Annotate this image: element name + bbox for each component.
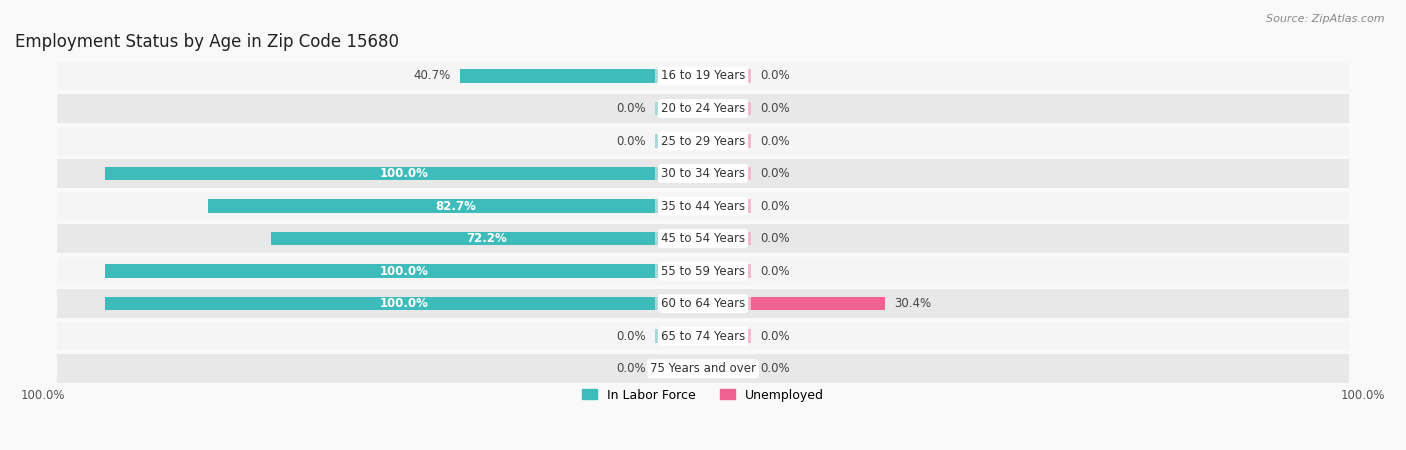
Bar xyxy=(655,102,703,115)
Bar xyxy=(655,264,703,278)
Bar xyxy=(271,232,703,245)
Text: 20 to 24 Years: 20 to 24 Years xyxy=(661,102,745,115)
Text: 100.0%: 100.0% xyxy=(380,265,429,278)
Text: 75 Years and over: 75 Years and over xyxy=(650,362,756,375)
Bar xyxy=(703,264,751,278)
Text: 35 to 44 Years: 35 to 44 Years xyxy=(661,199,745,212)
Bar xyxy=(655,362,703,375)
Text: 40.7%: 40.7% xyxy=(413,69,450,82)
Text: 0.0%: 0.0% xyxy=(617,102,647,115)
Bar xyxy=(655,232,703,245)
Bar xyxy=(460,69,703,83)
Bar xyxy=(56,354,1350,383)
Text: 100.0%: 100.0% xyxy=(21,389,66,402)
Bar xyxy=(655,329,703,343)
Bar xyxy=(703,232,751,245)
Bar xyxy=(56,289,1350,318)
Text: 0.0%: 0.0% xyxy=(759,265,789,278)
Text: 0.0%: 0.0% xyxy=(759,330,789,342)
Text: 100.0%: 100.0% xyxy=(380,167,429,180)
Bar xyxy=(703,297,884,310)
Bar xyxy=(56,257,1350,285)
Bar xyxy=(703,362,751,375)
Bar xyxy=(56,159,1350,188)
Bar xyxy=(655,166,703,180)
Bar xyxy=(703,329,751,343)
Bar xyxy=(703,166,751,180)
Bar xyxy=(56,224,1350,253)
Text: 30 to 34 Years: 30 to 34 Years xyxy=(661,167,745,180)
Text: 0.0%: 0.0% xyxy=(759,199,789,212)
Text: 60 to 64 Years: 60 to 64 Years xyxy=(661,297,745,310)
Text: 25 to 29 Years: 25 to 29 Years xyxy=(661,135,745,148)
Bar xyxy=(703,297,751,310)
Bar xyxy=(703,102,751,115)
Bar xyxy=(703,134,751,148)
Text: 100.0%: 100.0% xyxy=(1340,389,1385,402)
Text: 0.0%: 0.0% xyxy=(617,135,647,148)
Bar xyxy=(655,69,703,83)
Bar xyxy=(56,94,1350,123)
Text: 0.0%: 0.0% xyxy=(759,362,789,375)
Legend: In Labor Force, Unemployed: In Labor Force, Unemployed xyxy=(576,383,830,406)
Text: 82.7%: 82.7% xyxy=(436,199,477,212)
Bar xyxy=(655,199,703,213)
Text: Employment Status by Age in Zip Code 15680: Employment Status by Age in Zip Code 156… xyxy=(15,33,399,51)
Text: 55 to 59 Years: 55 to 59 Years xyxy=(661,265,745,278)
Text: 100.0%: 100.0% xyxy=(380,297,429,310)
Text: 0.0%: 0.0% xyxy=(617,330,647,342)
Text: Source: ZipAtlas.com: Source: ZipAtlas.com xyxy=(1267,14,1385,23)
Bar xyxy=(56,322,1350,351)
Bar xyxy=(703,199,751,213)
Text: 45 to 54 Years: 45 to 54 Years xyxy=(661,232,745,245)
Text: 0.0%: 0.0% xyxy=(759,135,789,148)
Text: 16 to 19 Years: 16 to 19 Years xyxy=(661,69,745,82)
Text: 0.0%: 0.0% xyxy=(759,102,789,115)
Text: 0.0%: 0.0% xyxy=(759,232,789,245)
Bar xyxy=(56,127,1350,155)
Bar xyxy=(703,69,751,83)
Text: 72.2%: 72.2% xyxy=(467,232,508,245)
Bar xyxy=(655,297,703,310)
Bar xyxy=(655,134,703,148)
Bar xyxy=(56,62,1350,90)
Text: 65 to 74 Years: 65 to 74 Years xyxy=(661,330,745,342)
Bar xyxy=(208,199,703,213)
Text: 0.0%: 0.0% xyxy=(759,167,789,180)
Bar xyxy=(104,264,703,278)
Text: 0.0%: 0.0% xyxy=(617,362,647,375)
Bar xyxy=(104,297,703,310)
Bar xyxy=(104,166,703,180)
Bar xyxy=(56,192,1350,220)
Text: 0.0%: 0.0% xyxy=(759,69,789,82)
Text: 30.4%: 30.4% xyxy=(894,297,931,310)
